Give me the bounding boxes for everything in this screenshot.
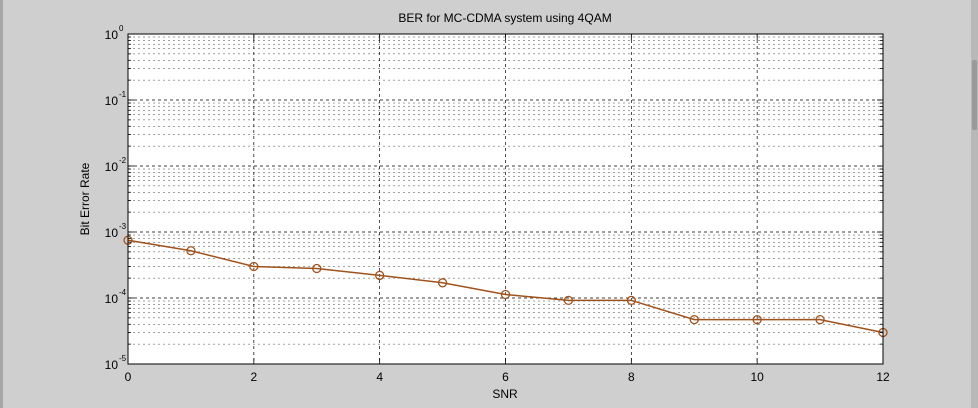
y-tick-label-exponent: -1 bbox=[119, 90, 127, 99]
x-tick-label: 4 bbox=[376, 370, 383, 384]
ber-data-point bbox=[815, 314, 825, 325]
series-layer bbox=[123, 235, 888, 338]
x-tick-label: 0 bbox=[125, 370, 132, 384]
y-tick-label-base: 10 bbox=[105, 28, 119, 42]
chart-title: BER for MC-CDMA system using 4QAM bbox=[398, 11, 611, 25]
ber-data-point bbox=[626, 295, 636, 306]
y-tick-label-base: 10 bbox=[105, 358, 119, 372]
ber-data-point bbox=[375, 270, 385, 281]
y-tick-label-base: 10 bbox=[105, 160, 119, 174]
ber-data-point bbox=[186, 246, 196, 256]
ber-data-point bbox=[689, 314, 699, 325]
grid-lines bbox=[128, 34, 883, 364]
y-tick-label-base: 10 bbox=[105, 292, 119, 306]
x-tick-label: 10 bbox=[750, 370, 764, 384]
y-tick-label-exponent: 0 bbox=[119, 24, 124, 33]
x-tick-label: 12 bbox=[876, 370, 890, 384]
ber-data-point bbox=[752, 314, 762, 325]
ber-data-point bbox=[437, 278, 448, 288]
ber-data-point bbox=[249, 261, 259, 272]
y-tick-label-exponent: -4 bbox=[119, 288, 127, 297]
y-tick-label-base: 10 bbox=[105, 94, 119, 108]
window-frame-left bbox=[0, 0, 3, 408]
x-tick-label: 2 bbox=[250, 370, 257, 384]
ber-data-point bbox=[563, 295, 574, 306]
window-scrollbar[interactable] bbox=[971, 0, 978, 408]
y-tick-label-exponent: -3 bbox=[119, 222, 127, 231]
ber-data-point bbox=[500, 289, 511, 300]
x-tick-label: 6 bbox=[502, 370, 509, 384]
x-axis-title: SNR bbox=[492, 387, 518, 401]
y-tick-label-base: 10 bbox=[105, 226, 119, 240]
y-tick-label-exponent: -5 bbox=[119, 354, 127, 363]
x-tick-label: 8 bbox=[628, 370, 635, 384]
y-axis-title: Bit Error Rate bbox=[78, 162, 92, 235]
ber-data-point bbox=[312, 263, 322, 274]
scrollbar-thumb[interactable] bbox=[972, 60, 977, 130]
ber-series-line bbox=[127, 239, 884, 334]
y-tick-label-exponent: -2 bbox=[119, 156, 127, 165]
